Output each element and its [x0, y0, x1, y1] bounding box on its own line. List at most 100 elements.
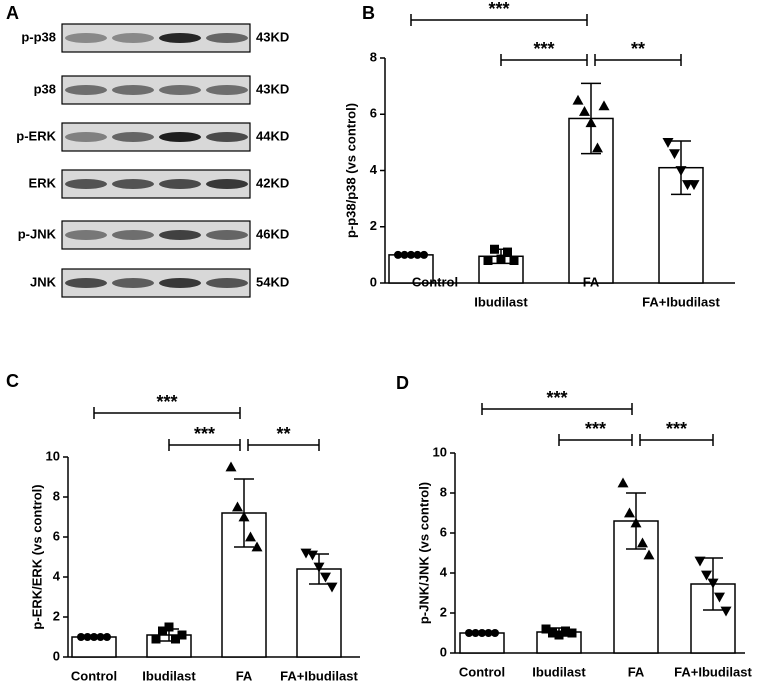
data-point	[496, 254, 506, 264]
x-tick-label: Control	[459, 664, 505, 679]
data-point	[541, 624, 551, 634]
sig-label: **	[276, 424, 290, 444]
data-point	[585, 117, 597, 128]
data-point	[413, 250, 422, 259]
data-point	[592, 142, 603, 153]
blot-band	[206, 179, 248, 189]
x-tick-label: Ibudilast	[142, 668, 196, 683]
blot-band	[159, 85, 201, 95]
data-point	[177, 630, 187, 640]
data-point	[158, 626, 167, 636]
y-axis-label: p-ERK/ERK (vs control)	[29, 484, 44, 629]
data-point	[554, 630, 564, 640]
y-axis-label: p-JNK/JNK (vs control)	[416, 482, 431, 624]
data-point	[164, 622, 174, 632]
y-tick-label: 8	[53, 488, 60, 503]
y-tick-label: 0	[440, 644, 447, 659]
data-point	[630, 517, 642, 528]
data-point	[567, 628, 577, 638]
blot-band	[112, 230, 154, 240]
panel-letter: C	[6, 371, 19, 391]
data-point	[643, 549, 655, 560]
bar	[388, 254, 434, 284]
sig-label: ***	[194, 424, 215, 444]
blot-size: 46KD	[256, 226, 289, 241]
y-tick-label: 8	[440, 484, 447, 499]
sig-label: ***	[156, 392, 177, 412]
y-tick-label: 4	[53, 568, 61, 583]
blot-band	[112, 132, 154, 142]
y-tick-label: 2	[53, 608, 60, 623]
sig-label: ***	[546, 388, 567, 408]
blot-band	[206, 85, 248, 95]
data-point	[232, 501, 243, 512]
sig-label: **	[631, 39, 645, 59]
data-point	[83, 633, 92, 641]
data-point	[572, 94, 584, 105]
y-tick-label: 2	[370, 218, 377, 233]
x-tick-label: Ibudilast	[532, 664, 586, 679]
x-tick-label: FA+Ibudilast	[642, 294, 720, 309]
x-tick-label: Ibudilast	[474, 294, 528, 309]
data-point	[400, 250, 409, 259]
data-point	[465, 629, 473, 637]
y-axis-label: p-p38/p38 (vs control)	[343, 103, 358, 238]
blot-band	[206, 33, 248, 43]
blot-band	[159, 230, 201, 240]
blot-band	[206, 132, 248, 142]
data-point	[245, 531, 256, 542]
x-tick-label: FA	[236, 668, 253, 683]
data-point	[471, 629, 480, 637]
y-tick-label: 8	[370, 49, 377, 64]
x-tick-label: FA	[583, 274, 600, 289]
data-point	[484, 629, 493, 637]
data-point	[171, 634, 180, 644]
data-point	[251, 541, 263, 552]
data-point	[491, 629, 499, 637]
y-tick-label: 0	[370, 274, 377, 289]
data-point	[688, 180, 700, 191]
data-point	[238, 511, 250, 522]
blot-size: 42KD	[256, 175, 289, 190]
panel-letter: D	[396, 373, 409, 393]
y-tick-label: 6	[370, 106, 377, 121]
blot-band	[65, 230, 107, 240]
data-point	[617, 477, 629, 488]
blot-band	[159, 179, 201, 189]
x-tick-label: FA	[628, 664, 645, 679]
y-tick-label: 6	[53, 528, 60, 543]
y-tick-label: 4	[440, 564, 448, 579]
data-point	[637, 537, 648, 548]
blot-band	[206, 278, 248, 288]
sig-label: ***	[533, 39, 554, 59]
y-tick-label: 10	[46, 448, 60, 463]
data-point	[701, 570, 712, 581]
x-tick-label: Control	[71, 668, 117, 683]
sig-label: ***	[488, 0, 509, 19]
data-point	[694, 556, 706, 567]
data-point	[707, 578, 719, 589]
data-point	[598, 100, 610, 111]
blot-band	[159, 278, 201, 288]
x-tick-label: FA+Ibudilast	[674, 664, 752, 679]
x-tick-label: FA+Ibudilast	[280, 668, 358, 683]
data-point	[662, 137, 674, 148]
y-tick-label: 0	[53, 648, 60, 663]
panel-letter: B	[362, 3, 375, 23]
y-tick-label: 10	[433, 444, 447, 459]
blot-band	[112, 278, 154, 288]
blot-band	[112, 179, 154, 189]
sig-label: ***	[585, 419, 606, 439]
blot-label: JNK	[30, 274, 57, 289]
data-point	[561, 626, 570, 636]
y-tick-label: 6	[440, 524, 447, 539]
blot-band	[159, 132, 201, 142]
blot-band	[206, 230, 248, 240]
data-point	[320, 572, 331, 583]
panel-letter: A	[6, 3, 19, 23]
blot-band	[112, 33, 154, 43]
blot-label: p-JNK	[18, 226, 57, 241]
data-point	[151, 634, 161, 644]
data-point	[313, 562, 325, 573]
blot-label: ERK	[29, 175, 57, 190]
